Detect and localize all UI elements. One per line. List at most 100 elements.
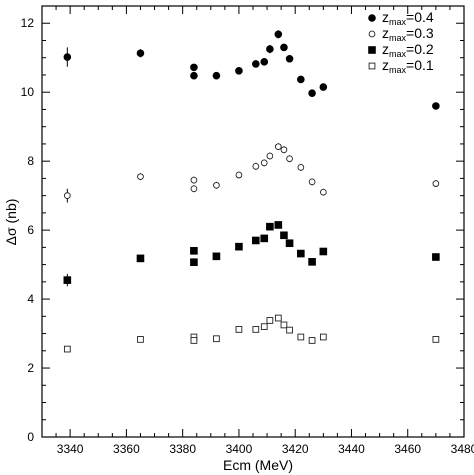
data-point [280, 231, 288, 240]
data-point [136, 254, 145, 263]
data-point [308, 178, 316, 186]
data-point [319, 247, 328, 256]
legend-item: zmax=0.1 [368, 57, 434, 75]
data-point [297, 333, 305, 341]
series-z-max-0-2 [63, 221, 440, 287]
data-point [280, 43, 288, 52]
legend-label: zmax=0.4 [382, 9, 434, 27]
legend-label: zmax=0.3 [382, 25, 434, 43]
data-point [432, 180, 440, 187]
data-point [432, 336, 440, 343]
x-tick-label: 3340 [57, 442, 84, 456]
data-point [63, 345, 71, 353]
y-tick-label: 6 [27, 223, 34, 237]
series-z-max-0-1 [63, 314, 440, 353]
data-point [319, 188, 327, 196]
data-point [235, 67, 243, 75]
x-tick-label: 3460 [394, 442, 421, 456]
y-tick-label: 2 [27, 361, 34, 375]
legend-label: zmax=0.2 [382, 41, 434, 59]
data-point [213, 335, 220, 343]
data-point [190, 185, 198, 193]
data-point [190, 337, 198, 344]
legend-item: zmax=0.4 [368, 9, 434, 27]
data-point [266, 152, 274, 160]
data-point [308, 258, 316, 266]
data-point [286, 326, 293, 334]
data-point [212, 252, 221, 261]
y-tick-label: 0 [27, 430, 34, 444]
data-point [274, 221, 283, 229]
data-point [297, 164, 305, 171]
data-point [274, 30, 283, 39]
x-tick-label: 3360 [113, 442, 140, 456]
legend-marker [368, 46, 376, 54]
series-z-max-0-4 [63, 30, 440, 110]
data-points [63, 30, 440, 353]
data-point [308, 89, 316, 98]
data-point [235, 326, 243, 333]
legend-marker [368, 14, 376, 22]
y-tick-label: 8 [27, 154, 34, 168]
x-axis-label: Ecm (MeV) [223, 457, 293, 473]
data-point [252, 326, 260, 333]
data-point [252, 236, 260, 245]
data-point [260, 58, 269, 66]
data-point [213, 181, 220, 189]
data-point [137, 173, 144, 181]
data-point [432, 102, 440, 110]
data-point [137, 336, 144, 343]
data-point [280, 146, 288, 154]
data-point [212, 71, 221, 80]
data-point [319, 83, 328, 91]
data-point [63, 276, 72, 284]
data-point [63, 192, 71, 199]
data-point [274, 143, 282, 151]
data-point [285, 54, 294, 63]
data-point [432, 253, 440, 261]
data-point [190, 258, 198, 266]
data-point [319, 333, 327, 341]
legend-marker [368, 30, 376, 38]
data-point [260, 159, 268, 167]
data-point [260, 323, 268, 331]
data-point [190, 247, 198, 255]
data-point [280, 321, 288, 329]
legend-item: zmax=0.2 [368, 41, 434, 59]
x-tick-label: 3420 [282, 442, 309, 456]
data-point [266, 317, 274, 324]
data-point [308, 337, 316, 344]
data-point [235, 171, 243, 179]
data-point [136, 49, 145, 58]
legend-item: zmax=0.3 [368, 25, 434, 43]
data-point [260, 234, 269, 243]
x-tick-label: 3400 [226, 442, 253, 456]
data-point [274, 314, 282, 322]
y-tick-label: 10 [21, 85, 35, 99]
data-point [266, 45, 274, 53]
data-point [252, 60, 260, 68]
data-point [252, 162, 260, 170]
data-point [190, 63, 198, 72]
data-point [190, 71, 198, 80]
data-point [63, 53, 72, 61]
data-point [235, 242, 243, 251]
data-point [266, 222, 274, 231]
legend-marker [368, 62, 376, 70]
ticks [41, 5, 465, 438]
y-tick-label: 12 [21, 16, 35, 30]
data-point [285, 239, 294, 248]
x-tick-label: 3440 [338, 442, 365, 456]
legend-label: zmax=0.1 [382, 57, 434, 75]
data-point [297, 75, 305, 84]
data-point [297, 249, 305, 258]
y-axis-label: Δσ (nb) [3, 199, 19, 246]
data-point [286, 155, 293, 163]
series-z-max-0-3 [63, 143, 440, 203]
y-tick-label: 4 [27, 292, 34, 306]
x-tick-label: 3380 [169, 442, 196, 456]
